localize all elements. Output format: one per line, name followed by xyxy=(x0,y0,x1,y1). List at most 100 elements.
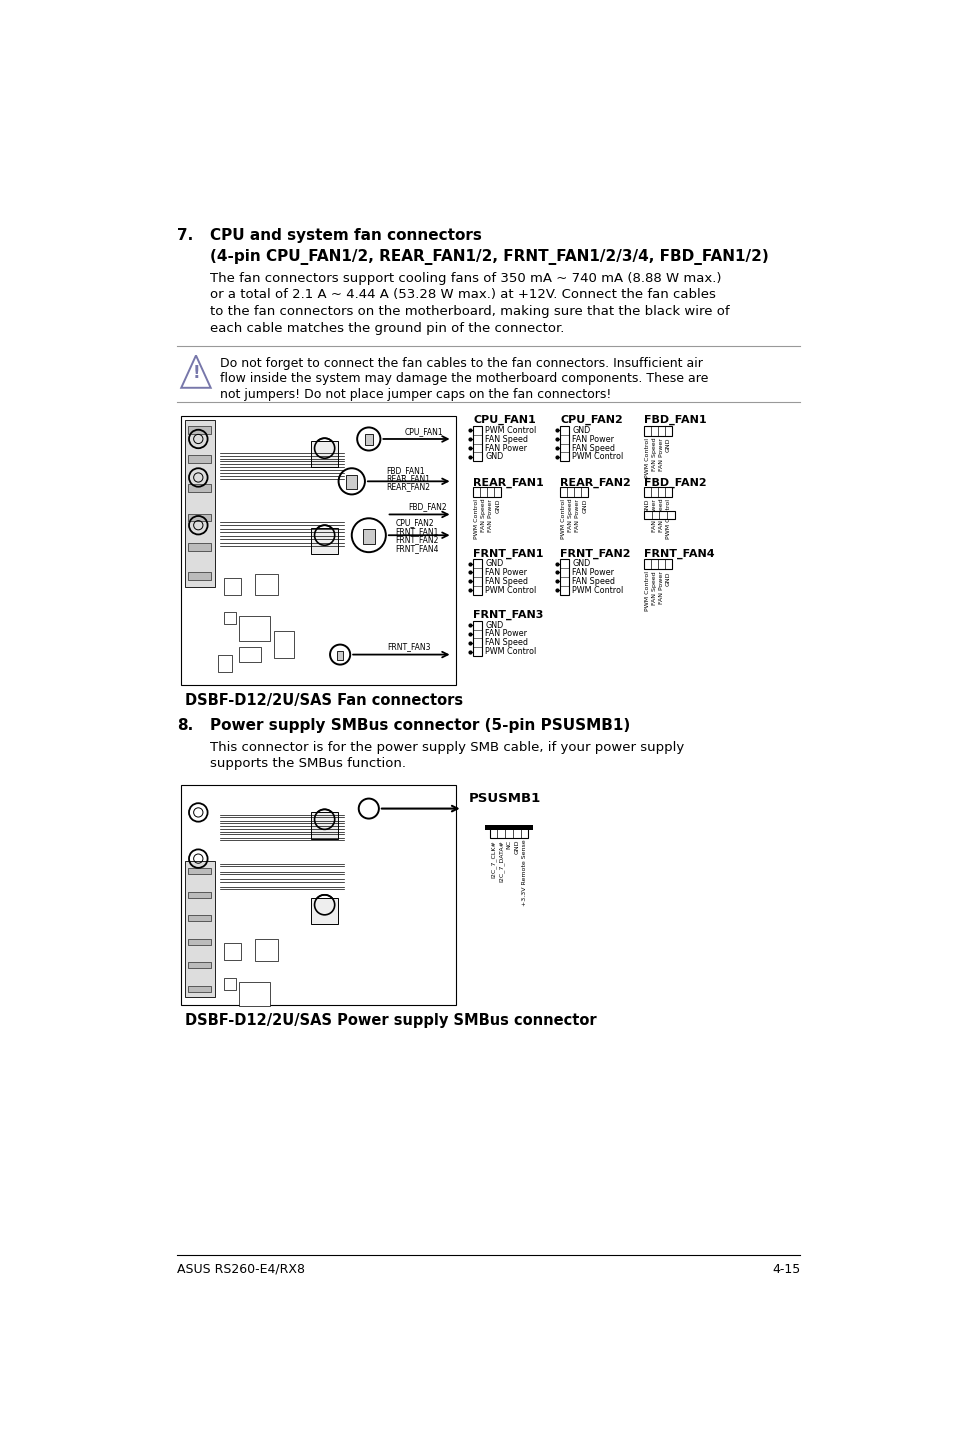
Bar xyxy=(643,486,671,496)
Text: REAR_FAN1: REAR_FAN1 xyxy=(473,477,543,487)
Bar xyxy=(188,985,212,992)
Text: PWM Control: PWM Control xyxy=(665,499,670,539)
Text: FAN Speed: FAN Speed xyxy=(651,571,657,604)
Bar xyxy=(188,544,212,551)
Text: FRNT_FAN4: FRNT_FAN4 xyxy=(643,548,714,558)
Bar xyxy=(218,654,233,672)
Text: GND: GND xyxy=(495,499,499,513)
Text: GND: GND xyxy=(581,499,586,513)
Bar xyxy=(336,651,343,660)
Bar xyxy=(559,486,587,496)
Text: FAN Speed: FAN Speed xyxy=(485,577,528,585)
Text: I2C_7_DATA#: I2C_7_DATA# xyxy=(498,840,503,881)
Bar xyxy=(181,785,456,1005)
Text: REAR_FAN2: REAR_FAN2 xyxy=(559,477,630,487)
Text: GND: GND xyxy=(572,559,590,568)
Text: PWM Control: PWM Control xyxy=(644,437,649,477)
Bar xyxy=(311,441,337,467)
Bar xyxy=(473,486,500,496)
Text: GND: GND xyxy=(485,559,503,568)
Text: CPU_FAN1: CPU_FAN1 xyxy=(473,414,536,424)
Text: FAN Speed: FAN Speed xyxy=(485,638,528,647)
Text: Do not forget to connect the fan cables to the fan connectors. Insufficient air: Do not forget to connect the fan cables … xyxy=(220,357,702,370)
Text: PWM Control: PWM Control xyxy=(485,585,537,594)
Bar xyxy=(185,861,214,997)
Text: FAN Speed: FAN Speed xyxy=(572,443,615,453)
Text: DSBF-D12/2U/SAS Power supply SMBus connector: DSBF-D12/2U/SAS Power supply SMBus conne… xyxy=(185,1012,597,1028)
Text: FAN Power: FAN Power xyxy=(485,630,527,638)
Text: FAN Speed: FAN Speed xyxy=(485,434,528,444)
Text: FRNT_FAN3: FRNT_FAN3 xyxy=(387,643,431,651)
Text: FAN Speed: FAN Speed xyxy=(651,437,657,472)
Text: Power supply SMBus connector (5-pin PSUSMB1): Power supply SMBus connector (5-pin PSUS… xyxy=(210,718,630,733)
Bar xyxy=(643,510,674,519)
Text: FBD_FAN2: FBD_FAN2 xyxy=(408,502,446,512)
Text: 7.: 7. xyxy=(177,229,193,243)
Bar xyxy=(362,529,375,545)
Text: FAN Power: FAN Power xyxy=(659,437,663,470)
Bar xyxy=(188,915,212,922)
Text: PWM Control: PWM Control xyxy=(474,499,479,539)
Text: FAN Power: FAN Power xyxy=(572,434,614,444)
Text: The fan connectors support cooling fans of 350 mA ~ 740 mA (8.88 W max.): The fan connectors support cooling fans … xyxy=(210,272,720,285)
Bar xyxy=(473,621,482,656)
Text: I2C_7_CLK#: I2C_7_CLK# xyxy=(490,840,496,877)
Bar xyxy=(311,812,337,838)
Text: GND: GND xyxy=(485,621,503,630)
Bar xyxy=(559,426,569,462)
Bar xyxy=(643,426,671,436)
Text: GND: GND xyxy=(485,453,503,462)
Text: FAN Speed: FAN Speed xyxy=(659,499,663,532)
Bar xyxy=(188,572,212,580)
Bar xyxy=(254,574,278,595)
Text: +3.3V Remote Sense: +3.3V Remote Sense xyxy=(521,840,526,906)
Text: GND: GND xyxy=(665,571,670,585)
Text: 4-15: 4-15 xyxy=(771,1263,800,1276)
Text: FAN Speed: FAN Speed xyxy=(568,499,573,532)
Text: FAN Power: FAN Power xyxy=(488,499,493,532)
Text: GND: GND xyxy=(572,426,590,434)
Bar xyxy=(311,897,337,925)
Bar xyxy=(188,892,212,897)
Text: FBD_FAN1: FBD_FAN1 xyxy=(386,466,425,475)
Text: to the fan connectors on the motherboard, making sure that the black wire of: to the fan connectors on the motherboard… xyxy=(210,305,729,318)
Bar xyxy=(274,631,294,659)
Text: REAR_FAN2: REAR_FAN2 xyxy=(386,482,430,492)
Text: CPU and system fan connectors: CPU and system fan connectors xyxy=(210,229,481,243)
Text: FAN Power: FAN Power xyxy=(659,571,663,604)
Text: FRNT_FAN1: FRNT_FAN1 xyxy=(395,526,438,536)
Bar xyxy=(188,485,212,492)
Text: 8.: 8. xyxy=(177,718,193,733)
Text: CPU_FAN2: CPU_FAN2 xyxy=(559,414,622,424)
Bar xyxy=(181,416,456,686)
Text: PWM Control: PWM Control xyxy=(485,647,537,656)
Bar xyxy=(346,475,356,489)
Text: FRNT_FAN4: FRNT_FAN4 xyxy=(395,544,438,554)
Bar xyxy=(224,978,235,989)
Text: FAN Power: FAN Power xyxy=(485,568,527,577)
Bar xyxy=(188,513,212,522)
Text: not jumpers! Do not place jumper caps on the fan connectors!: not jumpers! Do not place jumper caps on… xyxy=(220,388,611,401)
Bar xyxy=(188,939,212,945)
Text: FAN Speed: FAN Speed xyxy=(572,577,615,585)
Text: supports the SMBus function.: supports the SMBus function. xyxy=(210,758,405,771)
Bar xyxy=(185,420,214,587)
Bar xyxy=(239,615,270,641)
Text: DSBF-D12/2U/SAS Fan connectors: DSBF-D12/2U/SAS Fan connectors xyxy=(185,693,463,707)
Bar xyxy=(489,825,528,838)
Text: GND: GND xyxy=(644,499,649,513)
Bar xyxy=(559,559,569,594)
Text: or a total of 2.1 A ~ 4.44 A (53.28 W max.) at +12V. Connect the fan cables: or a total of 2.1 A ~ 4.44 A (53.28 W ma… xyxy=(210,289,715,302)
Text: FAN Power: FAN Power xyxy=(575,499,579,532)
Text: PWM Control: PWM Control xyxy=(572,585,623,594)
Bar xyxy=(473,426,482,462)
Text: FBD_FAN2: FBD_FAN2 xyxy=(643,477,706,487)
Bar xyxy=(224,578,241,594)
Text: each cable matches the ground pin of the connector.: each cable matches the ground pin of the… xyxy=(210,322,564,335)
Text: PWM Control: PWM Control xyxy=(485,426,537,434)
Text: PWM Control: PWM Control xyxy=(572,453,623,462)
Text: flow inside the system may damage the motherboard components. These are: flow inside the system may damage the mo… xyxy=(220,372,708,385)
Text: !: ! xyxy=(192,364,199,383)
Text: PWM Control: PWM Control xyxy=(644,571,649,611)
Text: FRNT_FAN3: FRNT_FAN3 xyxy=(473,610,543,620)
